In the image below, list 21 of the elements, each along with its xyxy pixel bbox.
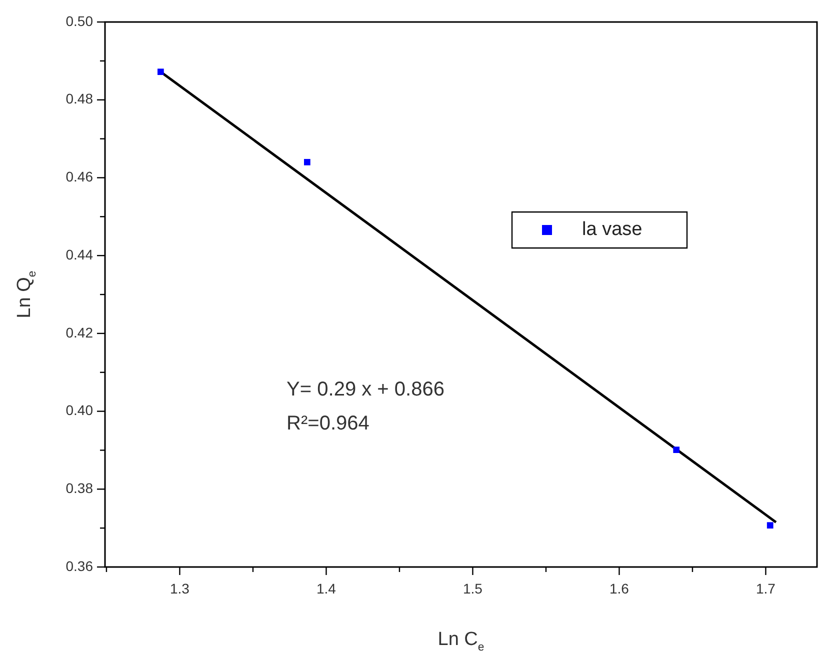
annotation: R²=0.964 bbox=[286, 412, 370, 434]
y-tick-label: 0.40 bbox=[66, 402, 94, 418]
y-tick-label: 0.50 bbox=[66, 12, 94, 29]
x-tick-label: 1.6 bbox=[609, 580, 630, 596]
point bbox=[766, 522, 774, 529]
x-tick-label: 1.3 bbox=[170, 580, 190, 596]
x-tick-label: 1.5 bbox=[462, 580, 483, 596]
y-axis-title: Ln Qe bbox=[14, 270, 39, 318]
y-tick-label: 0.42 bbox=[66, 324, 94, 340]
point bbox=[673, 446, 680, 454]
y-tick-label: 0.44 bbox=[66, 246, 94, 262]
annotation: Y= 0.29 x + 0.866 bbox=[286, 378, 444, 400]
legend-label: la vase bbox=[582, 219, 642, 240]
point bbox=[304, 158, 310, 166]
y-tick-label: 0.46 bbox=[66, 168, 94, 185]
x-tick-label: 1.4 bbox=[316, 580, 336, 596]
x-tick-label: 1.7 bbox=[756, 580, 776, 596]
y-tick-label: 0.38 bbox=[66, 480, 94, 496]
y-tick-label: 0.36 bbox=[66, 558, 94, 574]
point bbox=[157, 68, 164, 76]
y-tick-label: 0.48 bbox=[66, 90, 94, 107]
